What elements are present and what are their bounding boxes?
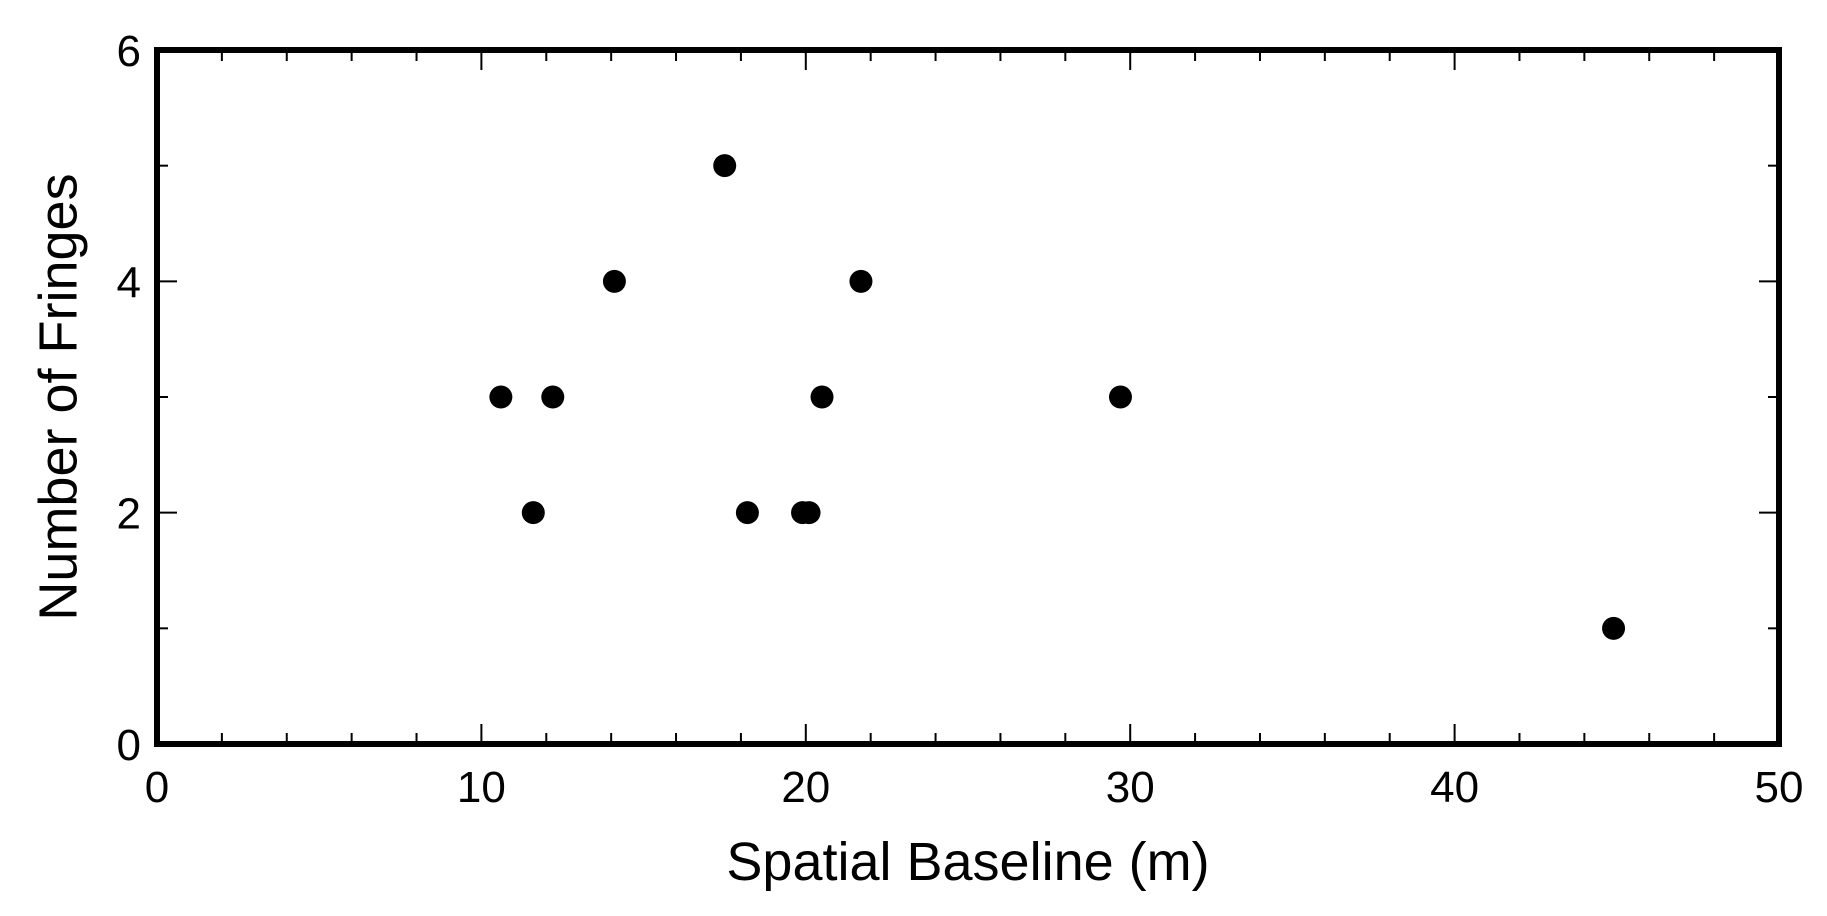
y-tick-label: 2 — [117, 490, 141, 539]
x-tick-label: 10 — [457, 763, 506, 812]
data-point — [541, 385, 565, 409]
x-tick-label: 30 — [1106, 763, 1155, 812]
data-point — [1108, 385, 1132, 409]
data-points — [489, 154, 1626, 640]
data-point — [602, 269, 626, 293]
y-axis-label: Number of Fringes — [28, 173, 88, 620]
x-tick-label: 20 — [781, 763, 830, 812]
x-tick-label: 0 — [145, 763, 169, 812]
x-tick-label: 50 — [1755, 763, 1804, 812]
y-tick-label: 4 — [117, 258, 141, 307]
data-point — [521, 501, 545, 525]
axis-tick-labels: 0 10 20 30 40 50 0 2 4 6 — [117, 27, 1804, 812]
plot-frame — [154, 47, 1782, 747]
x-tick-label: 40 — [1430, 763, 1479, 812]
data-point — [849, 269, 873, 293]
y-tick-label: 6 — [117, 27, 141, 76]
x-axis-label: Spatial Baseline (m) — [726, 832, 1209, 892]
data-point — [797, 501, 821, 525]
data-point — [735, 501, 759, 525]
data-point — [810, 385, 834, 409]
data-point — [1602, 616, 1626, 640]
data-point — [489, 385, 513, 409]
y-tick-label: 0 — [117, 721, 141, 770]
data-point — [713, 154, 737, 178]
